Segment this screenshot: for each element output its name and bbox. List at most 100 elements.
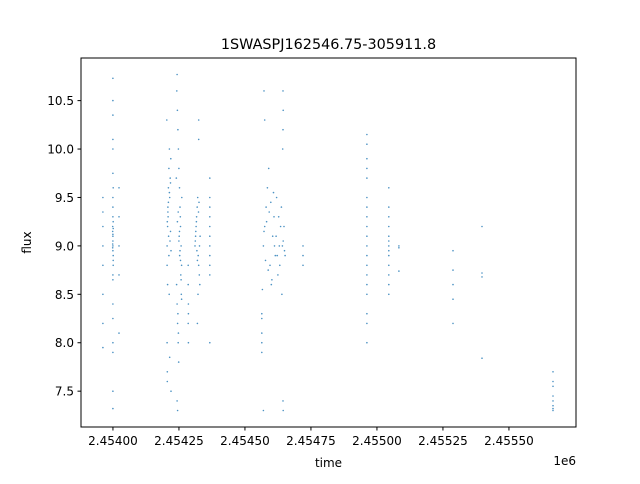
x-tick-label: 2.45475 — [286, 434, 336, 448]
data-point — [366, 133, 368, 136]
data-point — [198, 245, 201, 247]
data-point — [209, 216, 211, 218]
x-tick-label: 2.45400 — [88, 434, 138, 448]
data-point — [366, 293, 368, 296]
data-point — [111, 230, 114, 233]
data-point — [198, 201, 200, 204]
data-point — [271, 235, 274, 237]
data-point — [366, 235, 368, 237]
data-point — [180, 245, 182, 247]
data-point — [282, 128, 284, 131]
x-tick-label: 2.45425 — [154, 434, 204, 448]
data-point — [177, 211, 179, 213]
data-point — [170, 157, 172, 160]
data-point — [112, 279, 114, 281]
data-point — [196, 196, 199, 199]
data-point — [277, 216, 280, 218]
data-point — [112, 216, 114, 218]
data-point — [178, 254, 181, 257]
data-point — [398, 247, 400, 249]
data-point — [273, 245, 276, 247]
data-point — [366, 157, 368, 160]
data-point — [168, 196, 171, 199]
data-point — [267, 269, 270, 271]
data-point — [168, 148, 171, 150]
data-point — [262, 245, 265, 247]
data-point — [196, 249, 198, 252]
data-point — [178, 167, 180, 170]
data-point — [366, 143, 368, 145]
data-point — [112, 240, 114, 242]
data-point — [102, 225, 104, 228]
data-point — [111, 243, 114, 245]
data-point — [388, 283, 390, 286]
data-point — [176, 109, 179, 112]
data-point — [270, 283, 273, 286]
data-point — [270, 201, 272, 204]
data-point — [209, 235, 211, 237]
data-point — [388, 235, 390, 237]
data-point — [176, 322, 179, 325]
data-point — [271, 279, 273, 281]
data-point — [179, 259, 182, 262]
data-point — [102, 211, 104, 213]
data-point — [166, 225, 169, 228]
data-point — [176, 220, 179, 223]
data-point — [195, 225, 197, 228]
data-point — [168, 254, 170, 257]
y-tick-label: 10.5 — [47, 94, 74, 108]
data-point — [366, 322, 368, 325]
data-point — [282, 400, 284, 402]
data-point — [209, 177, 211, 179]
data-point — [552, 395, 554, 397]
data-point — [187, 303, 190, 305]
y-axis: 7.5 8.0 8.5 9.0 9.5 10.0 10.5 — [47, 94, 81, 399]
data-point — [452, 269, 454, 271]
data-point — [263, 230, 265, 233]
y-tick-label: 9.0 — [55, 239, 74, 253]
data-point — [197, 138, 200, 141]
data-point — [282, 109, 285, 112]
data-point — [166, 119, 168, 121]
data-point — [302, 245, 304, 247]
data-point — [170, 390, 172, 393]
data-point — [282, 90, 284, 92]
data-point — [112, 407, 114, 410]
data-point — [366, 341, 368, 344]
data-point — [209, 274, 211, 276]
data-point — [279, 264, 281, 267]
data-point — [366, 177, 368, 179]
data-point — [388, 216, 390, 218]
data-point — [187, 264, 189, 267]
data-point — [112, 259, 114, 262]
plot-frame — [80, 57, 577, 428]
data-point — [398, 270, 400, 272]
data-point — [481, 357, 483, 360]
data-point — [167, 216, 169, 218]
data-point — [176, 409, 179, 412]
data-point — [263, 90, 265, 92]
data-point — [168, 191, 171, 194]
data-point — [388, 254, 390, 257]
data-point — [452, 322, 454, 325]
data-point — [388, 206, 390, 208]
data-point — [481, 276, 483, 278]
data-point — [366, 254, 368, 257]
data-point — [176, 303, 178, 305]
data-point — [112, 245, 114, 247]
data-point — [281, 245, 284, 247]
data-point — [169, 182, 172, 184]
data-point — [209, 264, 211, 267]
data-point — [178, 240, 180, 242]
data-point — [261, 317, 263, 320]
data-point — [196, 322, 199, 325]
data-point — [197, 119, 200, 121]
data-point — [199, 235, 201, 237]
data-point — [388, 274, 390, 276]
data-point — [198, 274, 201, 276]
data-point — [112, 317, 114, 320]
data-point — [178, 187, 181, 189]
data-point — [112, 77, 114, 80]
data-point — [175, 283, 178, 286]
